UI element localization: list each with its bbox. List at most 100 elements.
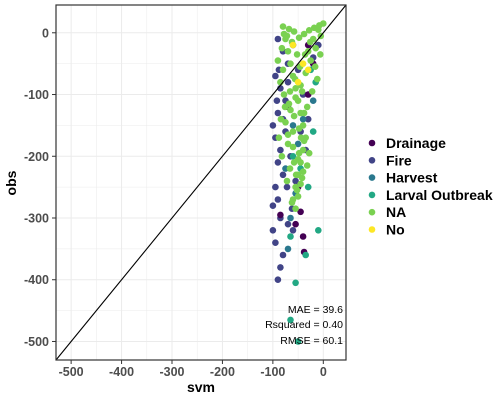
data-point-na [290,112,298,120]
legend-label: Harvest [386,170,438,186]
x-axis-title: svm [187,379,215,395]
data-point-fire [304,115,312,123]
x-tick-label: -500 [59,365,84,379]
data-point-fire [272,183,279,191]
data-point-fire [272,239,279,246]
legend-key-na [368,208,376,216]
x-tick-label: -400 [109,365,134,379]
data-point-na [284,140,292,148]
data-point-na [278,44,286,52]
data-point-na [295,125,303,132]
data-point-fire [273,97,281,104]
data-point-na [293,51,301,58]
data-point-no [294,78,302,86]
data-points [269,20,327,345]
rmse-label: RMSE = 60.1 [280,335,343,347]
data-point-larval-outbreak [294,338,302,345]
data-point-na [305,27,313,34]
legend-key-harvest [368,174,376,181]
y-tick-label: -500 [24,335,49,349]
data-point-na [300,109,308,117]
data-point-na [292,171,300,179]
data-point-fire [289,227,297,234]
y-tick-label: -100 [24,88,49,102]
x-tick-label: -100 [260,365,285,379]
data-point-na [295,34,303,41]
data-point-larval-outbreak [302,251,310,259]
data-point-larval-outbreak [304,183,312,191]
y-tick-label: -400 [24,273,49,287]
data-point-na [299,168,307,175]
data-point-larval-outbreak [315,227,322,234]
data-point-na [289,128,297,135]
data-point-na [298,174,306,182]
plot-panel-border [55,4,347,361]
data-point-drainage [292,220,299,228]
data-point-fire [269,202,277,209]
data-point-na [305,149,313,157]
legend-key-no [368,226,376,233]
y-axis-title: obs [3,170,19,195]
data-point-harvest [299,115,307,123]
data-point-na [286,88,294,95]
data-point-no [299,60,307,67]
data-point-harvest [294,140,302,148]
data-point-fire [274,109,282,117]
legend-key-fire [368,157,376,164]
data-point-na [280,30,288,38]
data-point-harvest [289,122,297,129]
data-point-na [281,103,289,111]
y-tick-label: 0 [42,26,49,40]
data-point-drainage [297,208,304,216]
data-point-na [310,24,318,32]
data-point-na [277,115,285,123]
y-tick-label: -200 [24,150,49,164]
legend-label: Fire [386,152,412,168]
data-point-na [293,186,301,194]
x-tick-label: -200 [210,365,235,379]
data-point-na [317,51,324,58]
data-point-na [298,88,306,95]
data-point-na [303,162,311,169]
data-point-drainage [299,233,307,240]
data-point-na [307,57,315,64]
x-tick-label: -300 [159,365,184,379]
legend-label: Larval Outbreak [386,187,493,203]
data-point-fire [274,196,282,203]
legend-label: NA [386,204,406,220]
data-point-larval-outbreak [287,316,294,324]
data-point-na [294,193,302,200]
data-point-na [280,91,288,98]
data-point-na [275,134,283,141]
data-point-na [292,205,299,212]
data-point-fire [284,78,292,86]
data-point-na [303,103,311,111]
data-point-na [295,149,303,157]
data-point-fire [283,183,291,191]
data-point-na [300,30,308,38]
data-point-na [278,153,286,160]
data-point-larval-outbreak [289,153,297,160]
data-point-na [297,134,305,141]
data-point-fire [274,159,282,166]
identity-line [55,4,347,361]
x-tick-label: 0 [320,365,327,379]
data-point-na [289,143,297,151]
axes: -500 -400 -300 -200 -100 0 0 -100 -200 -300 -400 -5… [24,26,327,379]
data-point-na [279,23,287,30]
data-point-fire [284,220,292,228]
data-point-no [289,41,297,49]
data-point-larval-outbreak [287,233,294,240]
y-tick-label: -300 [24,212,49,226]
data-point-na [285,25,293,33]
data-point-fire [274,276,282,284]
data-point-fire [274,35,282,43]
legend-key-drainage [368,139,376,147]
data-point-fire [269,122,277,129]
data-point-fire [277,264,284,271]
legend-label: No [386,222,405,238]
data-point-fire [272,72,279,80]
data-point-na [288,199,296,206]
